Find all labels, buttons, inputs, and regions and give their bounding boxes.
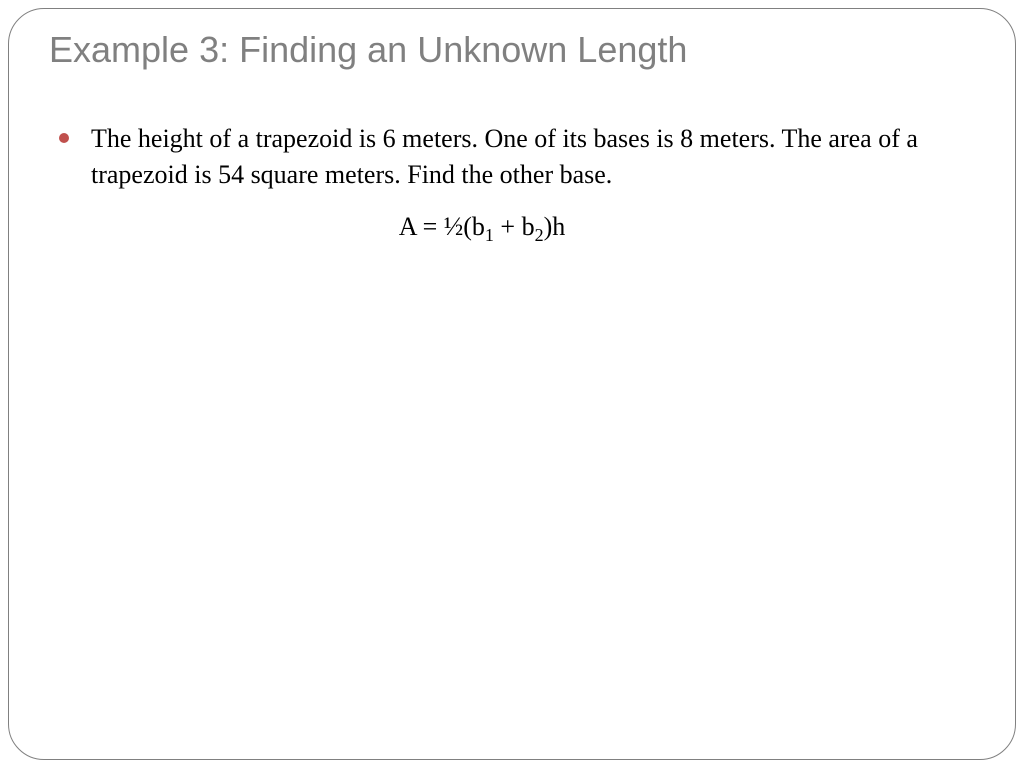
slide-content: The height of a trapezoid is 6 meters. O… <box>39 121 985 246</box>
formula-sub1: 1 <box>485 225 494 245</box>
formula-mid: + b <box>494 212 535 241</box>
formula-sub2: 2 <box>535 225 544 245</box>
bullet-text: The height of a trapezoid is 6 meters. O… <box>91 121 945 194</box>
slide-frame: Example 3: Finding an Unknown Length The… <box>8 8 1016 760</box>
bullet-icon <box>59 133 69 143</box>
slide-title: Example 3: Finding an Unknown Length <box>49 29 985 71</box>
bullet-item: The height of a trapezoid is 6 meters. O… <box>59 121 945 194</box>
formula: A = ½(b1 + b2)h <box>19 212 945 246</box>
formula-suffix: )h <box>544 212 566 241</box>
formula-prefix: A = ½(b <box>399 212 485 241</box>
